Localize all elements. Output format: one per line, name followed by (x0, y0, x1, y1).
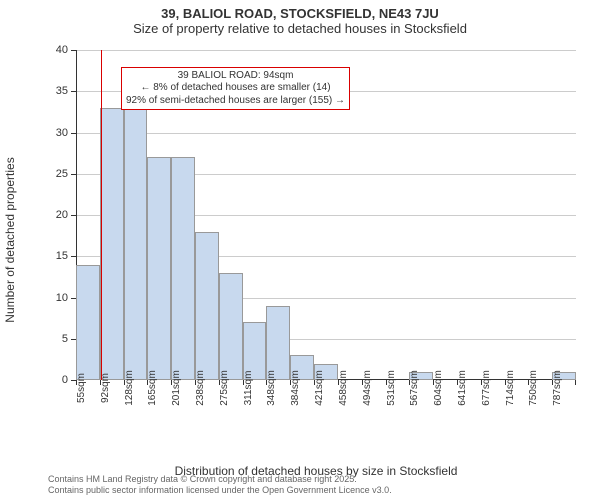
x-tick-label: 531sqm (386, 370, 397, 406)
x-tick-label: 55sqm (76, 373, 87, 403)
histogram-bar (147, 157, 171, 380)
x-tick-mark (76, 380, 77, 385)
x-tick-label: 311sqm (243, 371, 254, 406)
x-tick-label: 787sqm (552, 370, 563, 406)
x-tick-label: 275sqm (219, 370, 230, 406)
x-tick-label: 348sqm (266, 370, 277, 406)
x-tick-mark (243, 380, 244, 385)
y-tick-label: 5 (62, 333, 68, 345)
x-tick-label: 458sqm (338, 370, 349, 406)
y-tick-label: 35 (56, 85, 68, 97)
y-tick-mark (71, 91, 76, 92)
chart-wrapper: Number of detached properties 0510152025… (48, 50, 584, 430)
histogram-bar (219, 273, 243, 380)
y-tick-mark (71, 50, 76, 51)
plot-area: 051015202530354055sqm92sqm128sqm165sqm20… (76, 50, 576, 380)
x-tick-mark (338, 380, 339, 385)
x-tick-label: 750sqm (528, 370, 539, 406)
annotation-line: 39 BALIOL ROAD: 94sqm (126, 70, 345, 83)
x-tick-mark (195, 380, 196, 385)
x-tick-label: 604sqm (433, 370, 444, 406)
histogram-bar (266, 306, 290, 380)
x-tick-mark (147, 380, 148, 385)
x-tick-mark (290, 380, 291, 385)
x-tick-mark (266, 380, 267, 385)
histogram-bar (124, 108, 148, 380)
marker-line (101, 50, 102, 380)
footer-note: Contains HM Land Registry data © Crown c… (48, 474, 392, 497)
x-tick-label: 677sqm (481, 370, 492, 406)
y-axis-label: Number of detached properties (3, 157, 17, 322)
x-tick-label: 201sqm (171, 370, 182, 406)
x-tick-mark (433, 380, 434, 385)
footer-line-2: Contains public sector information licen… (48, 485, 392, 496)
gridline (76, 133, 576, 134)
page-title: 39, BALIOL ROAD, STOCKSFIELD, NE43 7JU (0, 6, 600, 21)
y-tick-label: 15 (56, 250, 68, 262)
annotation-line: ← 8% of detached houses are smaller (14) (126, 82, 345, 95)
x-tick-mark (219, 380, 220, 385)
y-tick-label: 20 (56, 209, 68, 221)
x-tick-mark (481, 380, 482, 385)
histogram-bar (171, 157, 195, 380)
x-tick-label: 567sqm (409, 370, 420, 406)
histogram-bar (100, 108, 124, 380)
y-tick-mark (71, 215, 76, 216)
annotation-box: 39 BALIOL ROAD: 94sqm← 8% of detached ho… (121, 67, 350, 111)
x-tick-label: 384sqm (290, 370, 301, 406)
y-tick-label: 40 (56, 44, 68, 56)
x-tick-mark (505, 380, 506, 385)
x-tick-mark (100, 380, 101, 385)
histogram-bar (195, 232, 219, 381)
gridline (76, 50, 576, 51)
x-tick-label: 421sqm (314, 370, 325, 406)
x-tick-mark (124, 380, 125, 385)
x-tick-mark (457, 380, 458, 385)
y-tick-label: 25 (56, 168, 68, 180)
x-tick-label: 165sqm (147, 370, 158, 406)
x-tick-label: 641sqm (457, 370, 468, 406)
y-tick-label: 10 (56, 292, 68, 304)
x-tick-label: 494sqm (362, 370, 373, 406)
x-tick-mark (575, 380, 576, 385)
y-tick-mark (71, 256, 76, 257)
page-subtitle: Size of property relative to detached ho… (0, 21, 600, 36)
x-tick-mark (362, 380, 363, 385)
x-tick-label: 238sqm (195, 370, 206, 406)
x-tick-label: 128sqm (124, 370, 135, 406)
x-tick-mark (552, 380, 553, 385)
x-tick-mark (528, 380, 529, 385)
y-tick-label: 30 (56, 127, 68, 139)
x-tick-mark (386, 380, 387, 385)
annotation-line: 92% of semi-detached houses are larger (… (126, 95, 345, 108)
x-tick-label: 714sqm (505, 370, 516, 406)
footer-line-1: Contains HM Land Registry data © Crown c… (48, 474, 392, 485)
x-tick-mark (314, 380, 315, 385)
x-tick-mark (409, 380, 410, 385)
histogram-bar (76, 265, 100, 381)
y-tick-mark (71, 133, 76, 134)
x-tick-mark (171, 380, 172, 385)
y-tick-mark (71, 174, 76, 175)
y-tick-label: 0 (62, 374, 68, 386)
